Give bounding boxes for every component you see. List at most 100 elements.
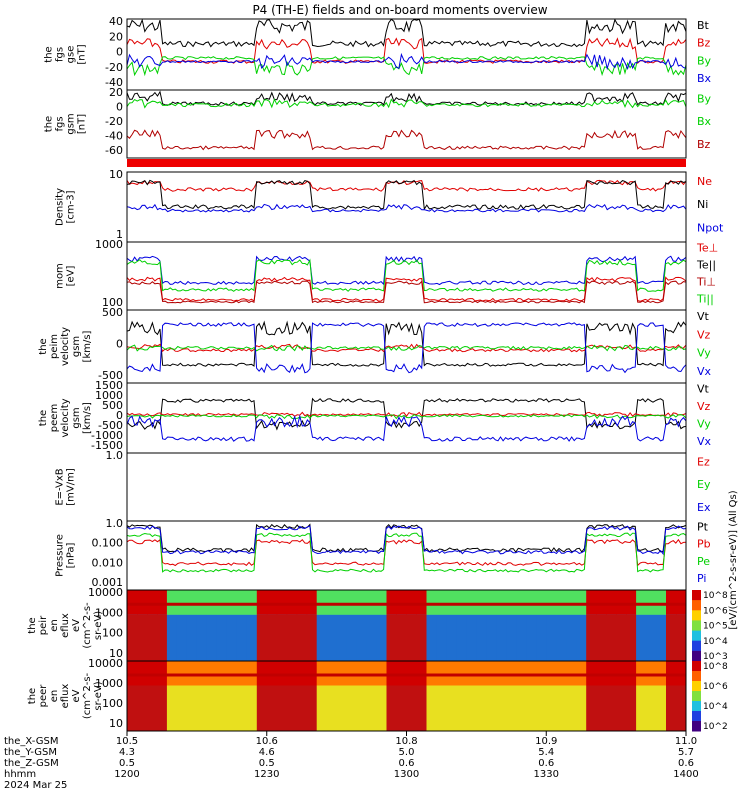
y-tick-label: 0.001 bbox=[92, 576, 124, 589]
legend-Ex: Ex bbox=[697, 501, 711, 514]
y-axis-label-line: sr-eV) bbox=[93, 611, 104, 640]
y-axis-label-line: peer bbox=[38, 684, 49, 708]
legend-Pt: Pt bbox=[697, 521, 709, 534]
heatmap-cell bbox=[226, 590, 238, 615]
panel-frame bbox=[126, 520, 687, 591]
y-axis-label-line: fgs bbox=[55, 116, 66, 131]
heatmap-cell bbox=[186, 685, 198, 731]
heatmap-cell bbox=[666, 685, 677, 731]
heatmap-cell bbox=[486, 661, 497, 686]
heatmap-cell bbox=[396, 661, 407, 686]
colorbar-tick-label: 10^2 bbox=[703, 722, 728, 732]
heatmap-cell bbox=[416, 661, 427, 686]
heatmap-cell bbox=[476, 590, 487, 615]
y-axis-label-line: eV bbox=[71, 619, 82, 632]
heatmap-cell bbox=[416, 614, 427, 662]
y-tick-label: 10000 bbox=[88, 586, 123, 599]
heatmap-cell bbox=[266, 614, 278, 662]
heatmap-cell bbox=[137, 614, 148, 662]
heatmap-cell bbox=[286, 685, 298, 731]
colorbar-segment bbox=[692, 671, 701, 682]
heatmap-cell bbox=[336, 661, 348, 686]
heatmap-cell bbox=[616, 590, 627, 615]
y-tick-label: -40 bbox=[105, 130, 123, 143]
heatmap-cell bbox=[486, 685, 497, 731]
heatmap-cell bbox=[426, 685, 437, 731]
series-line-Npot bbox=[126, 203, 687, 213]
series-line-Vz bbox=[126, 411, 687, 418]
heatmap-cell bbox=[626, 661, 637, 686]
legend-Bx: Bx bbox=[697, 72, 712, 85]
heatmap-cell bbox=[676, 590, 687, 615]
heatmap-cell bbox=[396, 685, 407, 731]
x-tick-label-hhmm: 1230 bbox=[254, 769, 279, 780]
legend-Te||: Te|| bbox=[696, 258, 716, 271]
colorbar-tick-label: 10^4 bbox=[703, 702, 728, 712]
y-axis-label-line: gsm bbox=[71, 407, 82, 428]
heatmap-cell bbox=[566, 614, 577, 662]
mode-bar bbox=[127, 159, 686, 167]
series-line-Pb bbox=[126, 538, 687, 567]
heatmap-cell bbox=[526, 685, 537, 731]
colorbar-segment bbox=[692, 630, 701, 642]
heatmap-cell bbox=[406, 661, 417, 686]
heatmap-cell bbox=[246, 685, 258, 731]
heatmap-cell bbox=[446, 590, 457, 615]
series-line-Vz bbox=[126, 343, 687, 353]
y-tick-label: 10000 bbox=[88, 657, 123, 670]
heatmap-cell bbox=[536, 685, 547, 731]
heatmap-cell bbox=[137, 661, 148, 686]
heatmap-cell bbox=[616, 685, 627, 731]
heatmap-cell bbox=[576, 590, 587, 615]
heatmap-cell bbox=[137, 590, 148, 615]
heatmap-cell bbox=[586, 590, 597, 615]
heatmap-cell bbox=[506, 614, 517, 662]
heatmap-cell bbox=[127, 685, 138, 731]
panel-6: thepeemvelocitygsm[km/s]150010005000-500… bbox=[38, 379, 712, 454]
x-row-label: the_X-GSM bbox=[4, 736, 58, 747]
heatmap-cell bbox=[316, 661, 328, 686]
y-tick-label: 500 bbox=[102, 399, 123, 412]
heatmap-cell bbox=[396, 590, 407, 615]
series-line-Te⊥ bbox=[126, 255, 687, 286]
y-axis-label-line: fgs bbox=[55, 47, 66, 62]
heatmap-cell bbox=[376, 661, 388, 686]
heatmap-cell bbox=[127, 614, 138, 662]
series-line-Vt bbox=[126, 320, 687, 367]
heatmap-cell bbox=[606, 614, 617, 662]
y-tick-label: 0 bbox=[116, 46, 123, 59]
y-axis-label-line: peem bbox=[49, 404, 60, 432]
y-tick-label: 500 bbox=[102, 306, 123, 319]
colorbar-segment bbox=[692, 701, 701, 712]
y-axis-label-line: mom bbox=[55, 263, 66, 289]
y-axis-label: Pressure[nPa] bbox=[55, 534, 77, 577]
heatmap-cell bbox=[346, 590, 358, 615]
legend-Ni: Ni bbox=[697, 198, 708, 211]
legend-Ti||: Ti|| bbox=[696, 292, 714, 305]
heatmap-cell bbox=[526, 590, 537, 615]
y-axis-label-line: velocity bbox=[60, 398, 71, 437]
panel-5: thepeimvelocitygsm[km/s] 500 0 -500 Vt Vz Vy Vx bbox=[38, 306, 712, 384]
heatmap-cell bbox=[186, 590, 198, 615]
series-line-Vx bbox=[126, 322, 687, 374]
y-tick-label: -500 bbox=[98, 419, 123, 432]
heatmap-cell bbox=[156, 590, 168, 615]
heatmap-cell bbox=[306, 614, 318, 662]
series-line-Te|| bbox=[126, 258, 687, 292]
heatmap-cell bbox=[196, 661, 208, 686]
heatmap-cell bbox=[176, 614, 188, 662]
panel-7: E=-VxB[mV/m] 1.0 Ez Ey Ex bbox=[55, 449, 711, 522]
x-tick-label-z: 0.6 bbox=[399, 758, 415, 769]
y-tick-label: 10 bbox=[109, 168, 123, 181]
colorbar-segment bbox=[692, 711, 701, 722]
x-tick-label-x: 11.0 bbox=[675, 736, 697, 747]
heatmap-cell bbox=[446, 661, 457, 686]
colorbar-segment bbox=[692, 661, 701, 672]
panels-group: thefgsgse[nT]40200-20-40BtBzByBxthefgsgs… bbox=[27, 15, 739, 732]
heatmap-cell bbox=[286, 661, 298, 686]
heatmap-cell bbox=[426, 661, 437, 686]
series-line-Ne bbox=[126, 179, 687, 192]
y-tick-label: 100 bbox=[102, 627, 123, 640]
heatmap-cell bbox=[326, 685, 338, 731]
x-row-label: hhmm bbox=[4, 769, 36, 780]
